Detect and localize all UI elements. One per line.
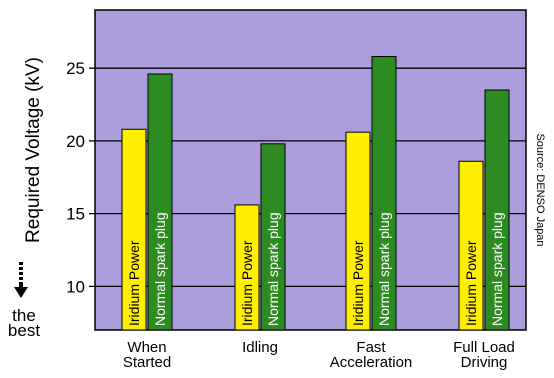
- bar: [345, 131, 371, 331]
- bar: [121, 128, 147, 331]
- x-tick-label: Acceleration: [330, 354, 413, 371]
- x-tick-label: When: [127, 339, 166, 356]
- bar: [260, 143, 286, 331]
- bar-series-label: Normal spark plug: [376, 212, 392, 326]
- the-best-label: the best: [7, 306, 41, 340]
- y-tick-label: 10: [66, 277, 85, 296]
- bar-series-label: Iridium Power: [350, 240, 366, 326]
- bar: [484, 89, 510, 331]
- x-tick-label: Started: [123, 354, 171, 371]
- bar: [147, 73, 173, 331]
- down-arrow-icon: [14, 262, 28, 298]
- bar: [458, 160, 484, 331]
- y-tick-label: 15: [66, 205, 85, 224]
- x-tick-label: Full Load: [453, 339, 515, 356]
- bar-series-label: Normal spark plug: [265, 212, 281, 326]
- bar-series-label: Iridium Power: [126, 240, 142, 326]
- bar-series-label: Iridium Power: [463, 240, 479, 326]
- bar-series-label: Normal spark plug: [489, 212, 505, 326]
- x-tick-label: Fast: [356, 339, 386, 356]
- x-tick-label: Idling: [242, 339, 278, 356]
- y-tick-label: 20: [66, 132, 85, 151]
- bar-series-label: Normal spark plug: [152, 212, 168, 326]
- x-tick-label: Driving: [461, 354, 508, 371]
- bar: [371, 56, 397, 331]
- bar: [234, 204, 260, 331]
- y-tick-label: 25: [66, 59, 85, 78]
- bar-series-label: Iridium Power: [239, 240, 255, 326]
